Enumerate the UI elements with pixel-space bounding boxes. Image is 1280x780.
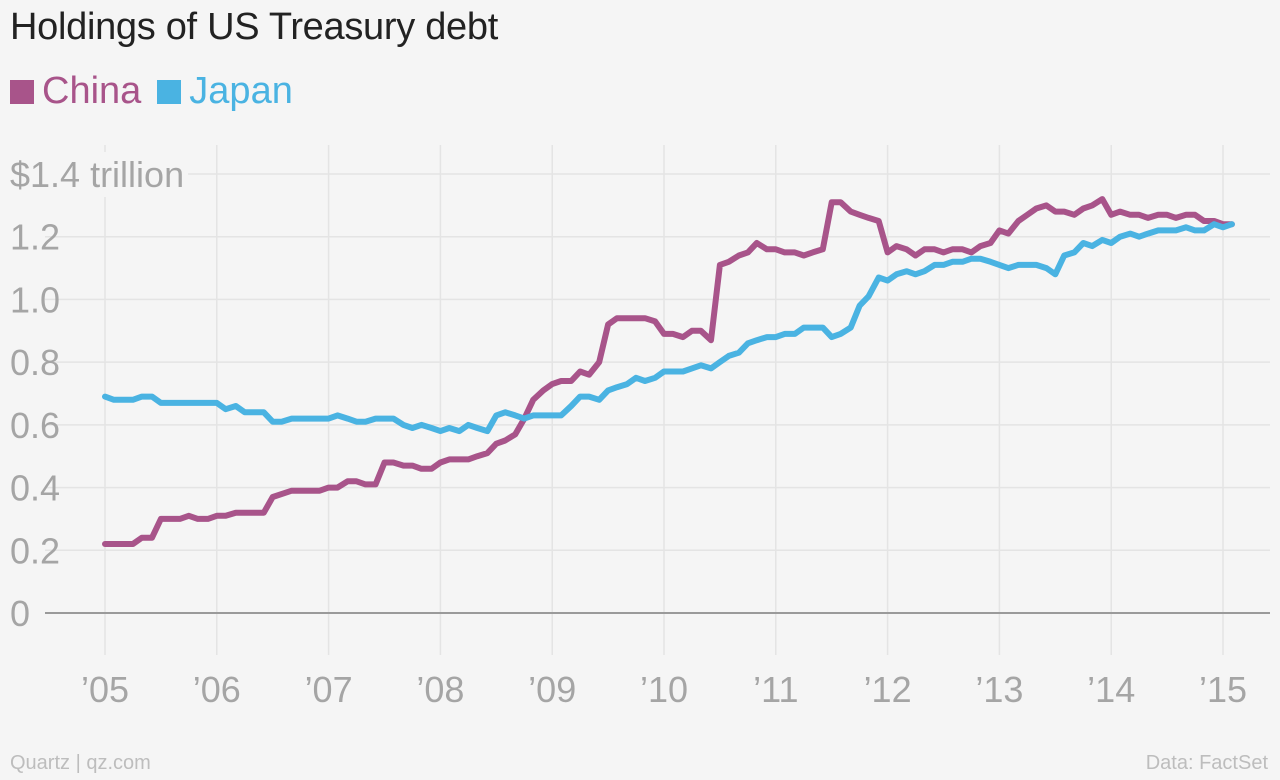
x-tick-label: ’13 [975, 669, 1023, 710]
x-tick-label: ’05 [81, 669, 129, 710]
china-swatch [10, 79, 34, 104]
y-tick-label: 1.0 [10, 279, 60, 320]
x-tick-label: ’12 [864, 669, 912, 710]
series-line-japan [102, 221, 1235, 435]
x-tick-label: ’08 [416, 669, 464, 710]
x-tick-label: ’06 [193, 669, 241, 710]
japan-swatch [157, 79, 182, 104]
legend-label-china: China [42, 70, 142, 112]
y-tick-label: 0.8 [10, 342, 60, 383]
legend-item-japan: Japan [157, 70, 293, 113]
chart-title: Holdings of US Treasury debt [10, 6, 498, 48]
legend-label-japan: Japan [189, 70, 293, 112]
y-tick-label: 1.2 [10, 217, 60, 258]
y-tick-label: 0.6 [10, 405, 60, 446]
x-tick-label: ’07 [305, 669, 353, 710]
y-tick-label: $1.4 trillion [10, 154, 184, 195]
y-tick-label: 0.4 [10, 468, 60, 509]
legend-item-china: China [10, 70, 141, 113]
footer-credit: Quartz | qz.com [10, 752, 151, 774]
footer-source: Data: FactSet [1145, 752, 1268, 774]
legend: China Japan [10, 70, 309, 113]
y-tick-label: 0.2 [10, 530, 60, 571]
x-tick-label: ’14 [1087, 669, 1135, 710]
y-tick-label: 0 [10, 593, 30, 634]
series-line-china [102, 196, 1235, 547]
x-tick-label: ’10 [640, 669, 688, 710]
x-tick-label: ’09 [528, 669, 576, 710]
x-tick-label: ’15 [1199, 669, 1247, 710]
y-top-label-bg [6, 152, 189, 197]
x-tick-label: ’11 [753, 669, 798, 710]
